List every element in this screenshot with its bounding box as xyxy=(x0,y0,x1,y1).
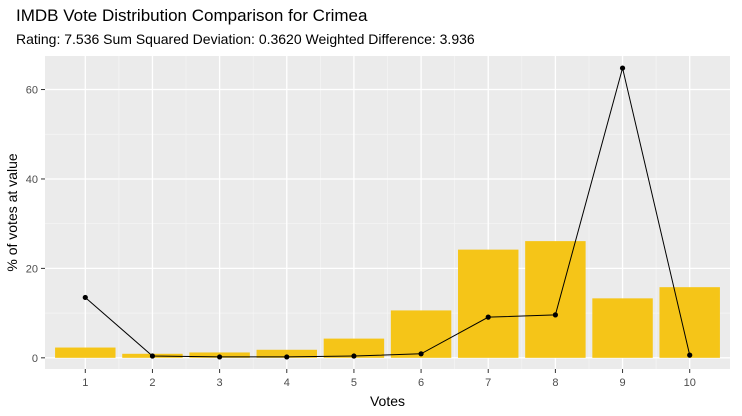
bar-5 xyxy=(323,338,385,358)
x-axis: 1 2 3 4 5 6 7 8 9 10 xyxy=(82,369,696,389)
grid-minor xyxy=(45,56,730,369)
x-tick-label: 1 xyxy=(82,377,88,389)
x-axis-label: Votes xyxy=(370,393,405,409)
point-1 xyxy=(82,294,88,301)
point-7 xyxy=(485,314,491,320)
x-tick-label: 4 xyxy=(284,377,290,389)
x-tick-label: 2 xyxy=(149,377,155,389)
point-5 xyxy=(351,353,357,359)
point-3 xyxy=(217,354,223,360)
y-axis: 0 20 40 60 xyxy=(26,85,45,365)
point-2 xyxy=(149,353,156,359)
x-tick-label: 9 xyxy=(619,377,625,389)
point-8 xyxy=(552,312,558,318)
y-tick-label: 40 xyxy=(26,174,38,186)
y-axis-label: % of votes at value xyxy=(4,153,20,272)
point-9 xyxy=(619,65,626,71)
y-tick-label: 60 xyxy=(26,85,38,97)
series-line xyxy=(84,67,691,358)
bar-9 xyxy=(592,298,653,358)
bar-7 xyxy=(458,249,519,358)
chart-title: IMDB Vote Distribution Comparison for Cr… xyxy=(16,6,368,25)
point-10 xyxy=(687,352,693,358)
points-layer xyxy=(82,65,693,360)
y-tick-label: 0 xyxy=(32,353,38,365)
bar-8 xyxy=(525,241,586,358)
bar-1 xyxy=(55,347,116,358)
x-tick-label: 7 xyxy=(485,377,491,389)
bar-4 xyxy=(256,349,317,358)
chart-subtitle: Rating: 7.536 Sum Squared Deviation: 0.3… xyxy=(16,31,475,47)
x-tick-label: 3 xyxy=(217,377,223,389)
bars-layer xyxy=(55,241,720,358)
x-tick-label: 10 xyxy=(684,377,696,389)
y-tick-label: 20 xyxy=(26,263,38,275)
point-6 xyxy=(418,351,424,357)
bar-10 xyxy=(659,287,720,358)
line-layer xyxy=(84,67,691,358)
x-tick-label: 6 xyxy=(418,377,424,389)
x-tick-label: 8 xyxy=(552,377,558,389)
x-tick-label: 5 xyxy=(351,377,357,389)
bar-6 xyxy=(390,310,452,358)
point-4 xyxy=(284,354,290,360)
